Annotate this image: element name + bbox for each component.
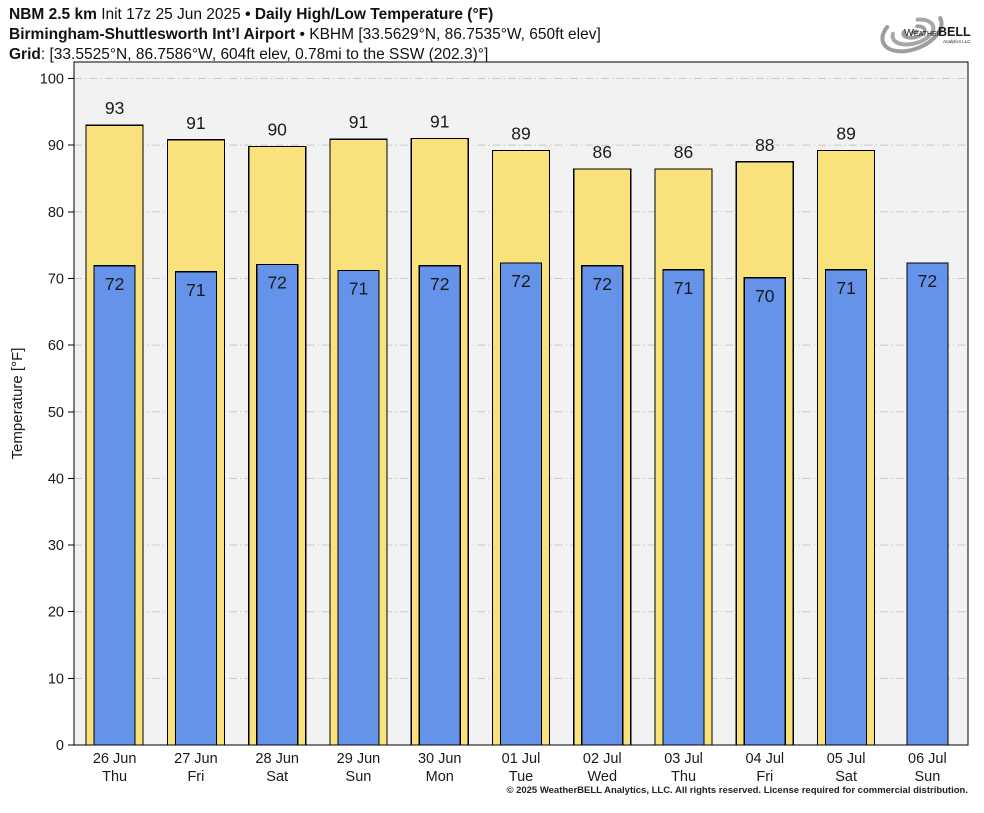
x-label-date-0: 26 Jun — [93, 751, 137, 767]
low-value-label-5: 72 — [511, 271, 530, 291]
x-label-weekday-6: Wed — [587, 769, 617, 785]
y-tick-label-10: 10 — [48, 671, 64, 687]
x-label-weekday-5: Tue — [509, 769, 533, 785]
x-label-date-9: 05 Jul — [827, 751, 866, 767]
x-label-weekday-4: Mon — [426, 769, 454, 785]
y-tick-label-90: 90 — [48, 138, 64, 154]
logo-text-weather: Weather — [904, 27, 942, 39]
low-value-label-4: 72 — [430, 274, 449, 294]
header-line-1: NBM 2.5 km Init 17z 25 Jun 2025 • Daily … — [9, 5, 601, 25]
low-bar-6 — [581, 265, 624, 746]
low-value-label-9: 71 — [836, 278, 855, 298]
low-value-label-7: 71 — [674, 278, 693, 298]
x-label-date-1: 27 Jun — [174, 751, 218, 767]
product-title: Daily High/Low Temperature (°F) — [254, 6, 494, 23]
x-label-weekday-7: Thu — [671, 769, 696, 785]
low-bar-10 — [906, 262, 949, 746]
y-tick-label-20: 20 — [48, 605, 64, 621]
low-value-label-8: 70 — [755, 286, 775, 306]
high-value-label-2: 90 — [267, 119, 287, 139]
low-value-label-0: 72 — [105, 274, 124, 294]
init-time: Init 17z 25 Jun 2025 — [101, 6, 241, 23]
model-name: NBM 2.5 km — [9, 6, 97, 23]
high-value-label-5: 89 — [511, 123, 530, 143]
y-tick-label-60: 60 — [48, 338, 64, 354]
station-details: KBHM [33.5629°N, 86.7535°W, 650ft elev] — [309, 26, 601, 43]
low-bar-4 — [418, 265, 461, 746]
low-bar-2 — [256, 263, 299, 746]
header-line-3: Grid: [33.5525°N, 86.7586°W, 604ft elev,… — [9, 45, 601, 65]
y-tick-label-0: 0 — [56, 738, 64, 754]
y-tick-label-30: 30 — [48, 538, 64, 554]
x-label-date-10: 06 Jul — [908, 751, 947, 767]
swirl-icon: Weather BELL Analytics LLC — [880, 8, 971, 54]
x-label-date-4: 30 Jun — [418, 751, 462, 767]
low-bar-7 — [662, 269, 705, 746]
low-bar-1 — [174, 271, 218, 746]
x-label-weekday-1: Fri — [187, 769, 204, 785]
high-value-label-1: 91 — [186, 113, 205, 133]
high-value-label-9: 89 — [836, 123, 855, 143]
chart-header: NBM 2.5 km Init 17z 25 Jun 2025 • Daily … — [9, 5, 601, 65]
y-tick-label-80: 80 — [48, 205, 64, 221]
low-bar-3 — [337, 269, 380, 746]
x-label-date-7: 03 Jul — [664, 751, 703, 767]
high-value-label-7: 86 — [674, 142, 693, 162]
x-label-date-2: 28 Jun — [255, 751, 299, 767]
separator-dot: • — [245, 6, 251, 23]
low-bar-0 — [93, 265, 136, 746]
low-value-label-3: 71 — [349, 278, 368, 298]
x-label-weekday-10: Sun — [914, 769, 940, 785]
station-name: Birmingham-Shuttlesworth Int’l Airport — [9, 26, 296, 43]
grid-details: : [33.5525°N, 86.7586°W, 604ft elev, 0.7… — [40, 46, 489, 63]
x-label-date-3: 29 Jun — [337, 751, 381, 767]
x-label-weekday-3: Sun — [346, 769, 372, 785]
plot-border — [73, 61, 969, 746]
low-value-label-6: 72 — [593, 274, 612, 294]
separator-dot: • — [299, 26, 305, 43]
high-value-label-0: 93 — [105, 98, 124, 118]
logo-text-bell: BELL — [938, 25, 971, 39]
x-label-weekday-2: Sat — [266, 769, 288, 785]
x-label-weekday-8: Fri — [756, 769, 773, 785]
logo-subtext: Analytics LLC — [943, 39, 971, 44]
low-value-label-2: 72 — [267, 272, 286, 292]
x-label-weekday-0: Thu — [102, 769, 127, 785]
low-bar-9 — [824, 269, 868, 746]
grid-label: Grid — [9, 46, 41, 63]
y-axis-title: Temperature [°F] — [9, 348, 26, 460]
y-tick-label-50: 50 — [48, 405, 64, 421]
low-value-label-10: 72 — [918, 271, 937, 291]
copyright-footer: © 2025 WeatherBELL Analytics, LLC. All r… — [506, 785, 968, 796]
weatherbell-logo: Weather BELL Analytics LLC — [873, 3, 977, 59]
x-label-date-8: 04 Jul — [745, 751, 784, 767]
y-tick-label-100: 100 — [40, 72, 64, 88]
low-value-label-1: 71 — [186, 280, 205, 300]
low-bar-8 — [743, 277, 786, 746]
y-tick-label-70: 70 — [48, 271, 64, 287]
low-bar-5 — [499, 262, 543, 746]
high-value-label-8: 88 — [755, 135, 774, 155]
x-label-date-5: 01 Jul — [502, 751, 541, 767]
high-value-label-6: 86 — [593, 142, 612, 162]
y-tick-label-40: 40 — [48, 471, 64, 487]
header-line-2: Birmingham-Shuttlesworth Int’l Airport •… — [9, 25, 601, 45]
x-label-date-6: 02 Jul — [583, 751, 622, 767]
x-label-weekday-9: Sat — [835, 769, 857, 785]
high-value-label-4: 91 — [430, 111, 449, 131]
high-value-label-3: 91 — [349, 112, 368, 132]
